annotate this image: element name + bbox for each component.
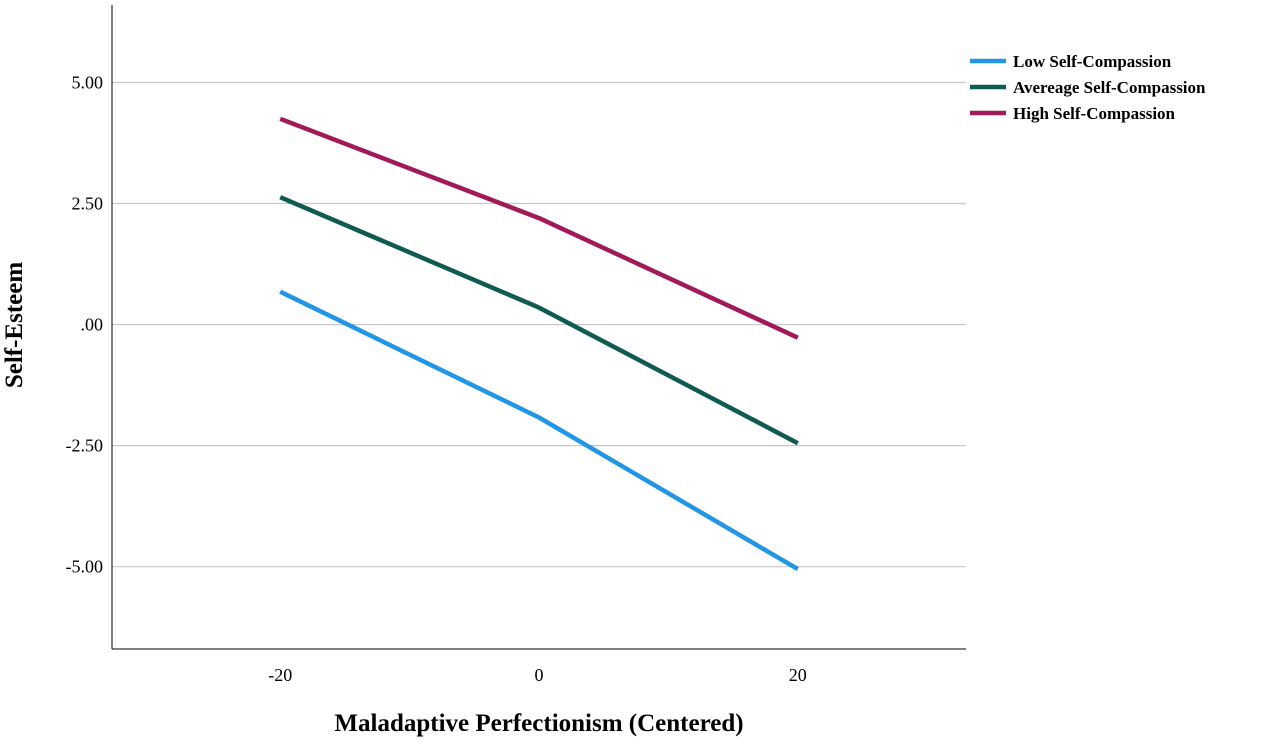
y-tick-label: .00: [81, 315, 104, 335]
series-line: [279, 195, 799, 446]
legend-label: Avereage Self-Compassion: [1013, 78, 1206, 97]
y-tick-labels: 5.00 2.50 .00 -2.50 -5.00: [66, 72, 104, 576]
axes: [111, 5, 966, 650]
y-tick-label: 2.50: [72, 194, 104, 214]
x-tick-label: 20: [789, 665, 807, 685]
x-tick-label: 0: [535, 665, 544, 685]
series-line: [279, 289, 799, 572]
y-tick-label: -2.50: [66, 436, 104, 456]
y-tick-label: 5.00: [72, 72, 104, 92]
x-tick-label: -20: [268, 665, 292, 685]
x-tick-labels: -20 0 20: [268, 665, 807, 685]
series-line: [279, 116, 799, 340]
y-tick-label: -5.00: [66, 557, 104, 577]
y-axis-title: Self-Esteem: [1, 262, 28, 389]
gridlines: [112, 81, 966, 568]
x-axis-title: Maladaptive Perfectionism (Centered): [334, 710, 743, 737]
legend-label: High Self-Compassion: [1013, 104, 1176, 123]
legend: Low Self-Compassion Avereage Self-Compass…: [970, 52, 1206, 123]
series-lines: [279, 116, 799, 572]
legend-label: Low Self-Compassion: [1013, 52, 1172, 71]
